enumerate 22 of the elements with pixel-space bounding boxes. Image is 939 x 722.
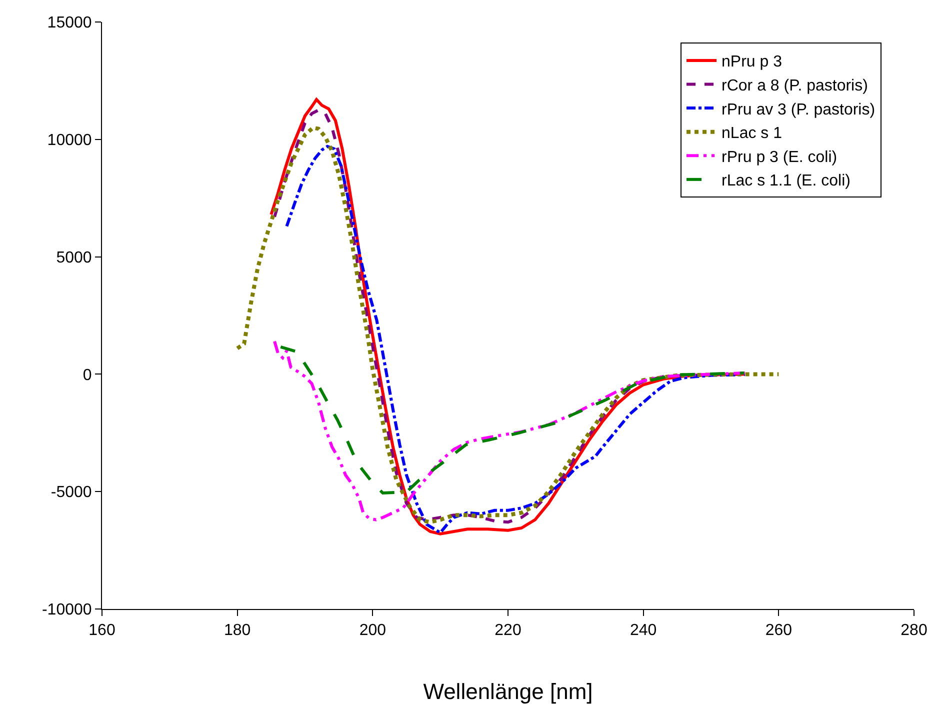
legend-label: rPru p 3 (E. coli) [722,148,838,166]
x-tick-label: 260 [765,622,792,640]
x-tick-label: 240 [630,622,657,640]
x-tick-label: 200 [359,622,386,640]
x-tick-label: 280 [900,622,928,640]
legend-label: nLac s 1 [722,125,782,142]
x-tick-label: 160 [88,622,116,640]
x-tick-label: 180 [224,622,251,640]
y-tick-label: 5000 [56,249,92,266]
legend-label: rLac s 1.1 (E. coli) [722,172,850,190]
legend-label: rPru av 3 (P. pastoris) [722,101,876,118]
x-tick-label: 220 [494,622,522,640]
legend-label: rCor a 8 (P. pastoris) [722,77,868,94]
y-tick-label: -10000 [42,602,92,619]
y-tick-label: -5000 [50,484,92,502]
y-tick-label: 0 [82,366,92,384]
line-series [279,345,746,495]
x-axis-title: Wellenlänge [nm] [423,679,593,704]
legend-label: nPru p 3 [722,54,782,71]
line-series [273,340,746,522]
y-tick-label: 10000 [47,132,92,149]
y-tick-label: 15000 [47,14,92,32]
